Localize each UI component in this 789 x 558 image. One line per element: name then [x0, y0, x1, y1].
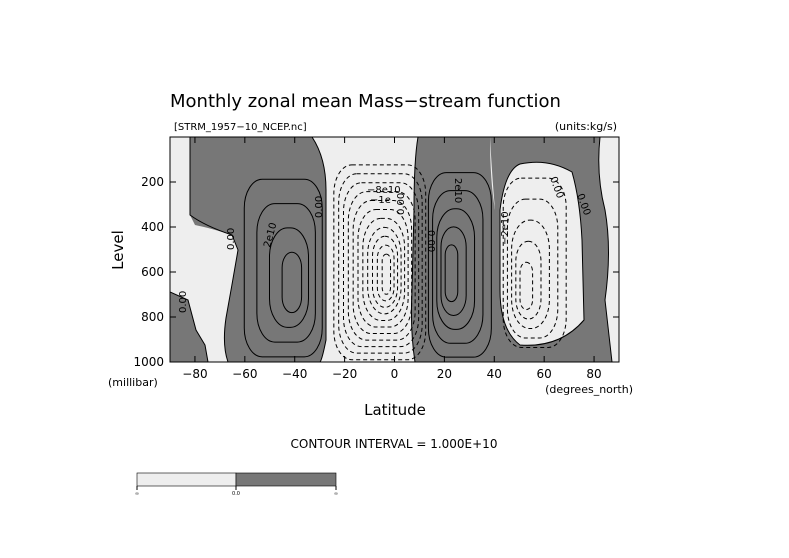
y-tick-label: 800 — [141, 310, 164, 324]
x-tick-label: −60 — [232, 367, 257, 381]
contour-line-zero — [170, 291, 209, 362]
contour-line-positive — [243, 178, 323, 358]
x-axis-label: Latitude — [364, 401, 426, 419]
colorbar-tick-label: 0.0 — [232, 491, 240, 497]
x-unit-label: (degrees_north) — [545, 383, 633, 396]
colorbar: ∞ 0.0 ∞ — [135, 472, 338, 497]
contour-line-negative — [381, 253, 392, 295]
x-tick-label: 40 — [487, 367, 502, 381]
contour-line-positive — [268, 227, 309, 328]
x-tick-label: 60 — [537, 367, 552, 381]
contour-label: −8e10 — [367, 185, 401, 196]
units-label: (units:kg/s) — [555, 120, 617, 133]
x-tick-label: −20 — [332, 367, 357, 381]
contour-label: 2e10 — [452, 178, 463, 203]
contour-line-positive — [440, 226, 467, 317]
contour-line-positive — [427, 172, 492, 358]
file-label: [STRM_1957−10_NCEP.nc] — [174, 122, 307, 133]
y-axis-label: Level — [109, 230, 127, 270]
contour-line-zero — [410, 137, 419, 362]
contour-line-negative — [343, 182, 420, 348]
contour-layer — [170, 137, 613, 362]
contour-label: 0.00 — [226, 228, 237, 250]
contour-label: −1e — [370, 195, 391, 206]
contour-line-negative — [502, 177, 567, 348]
contour-line-zero — [499, 161, 585, 346]
y-tick-label: 600 — [141, 265, 164, 279]
x-tick-label: 20 — [437, 367, 452, 381]
contour-line-negative — [352, 200, 413, 335]
contour-line-negative — [511, 219, 550, 330]
contour-line-positive — [432, 190, 484, 344]
y-axis: 200 400 600 800 1000 — [133, 175, 619, 369]
contour-line-negative — [519, 261, 534, 311]
contour-line-negative — [515, 240, 542, 320]
shading-south-positive — [190, 137, 326, 362]
contour-line-negative — [333, 164, 427, 361]
contour-line-positive — [444, 244, 459, 303]
contour-line-zero — [189, 137, 239, 362]
contour-line-negative — [357, 208, 409, 328]
contour-label: 0.00 — [178, 291, 189, 313]
contour-line-negative — [362, 217, 406, 321]
contour-line-positive — [281, 251, 303, 314]
x-tick-label: −80 — [182, 367, 207, 381]
contour-label: 0.00 — [425, 230, 436, 252]
contour-line-zero — [598, 137, 613, 362]
y-tick-label: 1000 — [133, 355, 164, 369]
y-unit-label: (millibar) — [108, 376, 158, 389]
contour-label: 0.00 — [314, 196, 325, 218]
x-tick-label: 0 — [391, 367, 399, 381]
chart-title: Monthly zonal mean Mass−stream function — [170, 91, 561, 112]
shading-north-negative — [500, 162, 584, 346]
contour-line-negative — [338, 173, 423, 354]
x-tick-label: 80 — [586, 367, 601, 381]
colorbar-positive-swatch — [235, 472, 337, 487]
contour-label: 0.00 — [396, 193, 407, 215]
contour-line-negative — [376, 244, 395, 302]
contour-line-zero — [311, 137, 327, 362]
colorbar-tick-label: ∞ — [135, 491, 139, 497]
contour-line-negative — [506, 198, 559, 339]
shading-polar-positive — [170, 292, 208, 362]
contour-line-negative — [347, 191, 416, 341]
contour-interval-text: CONTOUR INTERVAL = 1.000E+10 — [291, 437, 498, 451]
contour-label: −2e10 — [500, 211, 511, 245]
y-tick-label: 200 — [141, 175, 164, 189]
x-tick-label: −40 — [282, 367, 307, 381]
contour-line-positive — [256, 203, 316, 343]
colorbar-tick-label: ∞ — [334, 491, 338, 497]
colorbar-negative-swatch — [136, 472, 237, 487]
y-tick-label: 400 — [141, 220, 164, 234]
contour-line-negative — [372, 235, 399, 308]
contour-line-positive — [436, 208, 476, 330]
contour-line-negative — [367, 226, 402, 315]
x-axis: −80 −60 −40 −20 0 20 40 60 80 — [182, 137, 602, 381]
